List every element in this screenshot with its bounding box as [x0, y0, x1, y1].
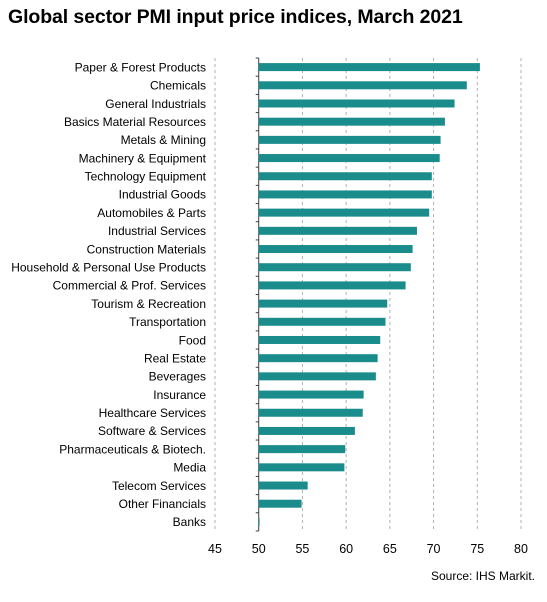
bar [258, 172, 432, 181]
gridlines [214, 58, 522, 531]
category-label: Basics Material Resources [64, 115, 206, 129]
category-label: Industrial Goods [119, 188, 206, 202]
category-label: Construction Materials [87, 242, 206, 256]
bar [258, 390, 364, 399]
x-tick-label: 75 [470, 542, 484, 556]
x-tick-label: 65 [383, 542, 397, 556]
category-label: Real Estate [144, 351, 206, 365]
x-tick-label: 60 [339, 542, 353, 556]
x-tick-label: 50 [252, 542, 266, 556]
category-label: Telecom Services [112, 479, 206, 493]
category-label: General Industrials [105, 97, 206, 111]
bar [258, 226, 417, 235]
category-label: Other Financials [119, 497, 206, 511]
bar [258, 117, 445, 126]
bar [258, 408, 363, 417]
category-label: Commercial & Prof. Services [53, 279, 206, 293]
bar [258, 245, 413, 254]
bar [258, 463, 345, 472]
category-label: Media [173, 461, 206, 475]
category-label: Insurance [153, 388, 206, 402]
bar [258, 281, 406, 290]
x-tick-label: 45 [208, 542, 222, 556]
bar [258, 481, 308, 490]
category-label: Transportation [129, 315, 206, 329]
bar [258, 154, 440, 163]
bar [258, 99, 455, 108]
bar [258, 445, 346, 454]
bar [258, 81, 467, 90]
category-label: Food [179, 333, 206, 347]
bar [258, 335, 381, 344]
bar [258, 63, 480, 72]
bar [258, 263, 411, 272]
category-label: Banks [173, 515, 206, 529]
category-label: Chemicals [150, 79, 206, 93]
x-tick-label: 80 [514, 542, 528, 556]
category-label: Metals & Mining [121, 133, 206, 147]
source-note: Source: IHS Markit. [430, 569, 535, 583]
category-label: Household & Personal Use Products [11, 261, 206, 275]
category-axis [255, 57, 260, 532]
bar [258, 299, 388, 308]
x-tick-label: 55 [295, 542, 309, 556]
bar [258, 517, 260, 526]
category-label: Tourism & Recreation [91, 297, 206, 311]
category-label: Healthcare Services [99, 406, 206, 420]
bar [258, 499, 302, 508]
category-label: Software & Services [98, 424, 206, 438]
x-tick-label: 70 [427, 542, 441, 556]
category-label: Machinery & Equipment [79, 151, 207, 165]
chart-title: Global sector PMI input price indices, M… [8, 6, 463, 28]
bar [258, 208, 430, 217]
bar [258, 354, 378, 363]
bar [258, 190, 432, 199]
category-label: Industrial Services [108, 224, 206, 238]
bar [258, 372, 376, 381]
category-label: Paper & Forest Products [75, 60, 206, 74]
category-label: Beverages [149, 370, 206, 384]
x-tick-labels: 45 50 55 60 65 70 75 80 [208, 542, 528, 556]
bar [258, 317, 386, 326]
bars [258, 63, 480, 526]
category-label: Automobiles & Parts [97, 206, 206, 220]
category-labels: Paper & Forest Products Chemicals General … [11, 60, 206, 529]
bar [258, 135, 441, 144]
bar [258, 426, 355, 435]
category-label: Technology Equipment [85, 170, 207, 184]
category-label: Pharmaceuticals & Biotech. [59, 442, 206, 456]
